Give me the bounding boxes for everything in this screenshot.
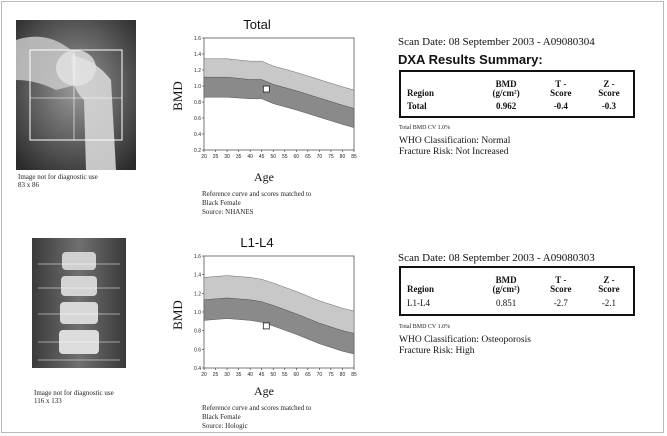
who-classification: WHO Classification: Osteoporosis [399, 335, 531, 345]
patient-marker [262, 322, 270, 330]
x-tick-label: 75 [328, 154, 334, 160]
table-row: L1-L4 0.851 -2.7 -2.1 [407, 298, 617, 308]
x-tick-label: 20 [201, 154, 207, 160]
header-t-score: T - Score [550, 79, 572, 98]
x-tick-label: 45 [259, 154, 265, 160]
reference-note: Reference curve and scores matched to Bl… [202, 190, 312, 216]
x-tick-label: 45 [259, 372, 265, 378]
chart-title: L1-L4 [240, 235, 274, 250]
x-tick-label: 80 [340, 154, 346, 160]
header-bmd: BMD (g/cm²) [492, 275, 520, 294]
header-z-score: Z - Score [598, 275, 620, 294]
x-tick-label: 70 [317, 372, 323, 378]
y-tick-label: 1.2 [194, 291, 201, 297]
results-summary-title: DXA Results Summary: [398, 52, 543, 67]
header-region: Region [407, 284, 434, 294]
image-caption: Image not for diagnostic use 116 x 133 [34, 389, 114, 405]
x-tick-label: 35 [236, 154, 242, 160]
y-tick-label: 0.4 [194, 132, 201, 138]
patient-marker [262, 85, 270, 93]
scan-date: Scan Date: 08 September 2003 - A09080303 [398, 252, 595, 264]
y-tick-label: 0.6 [194, 116, 201, 122]
chart-title: Total [243, 17, 271, 32]
header-t-score: T - Score [550, 275, 572, 294]
table-row: Total 0.962 -0.4 -0.3 [407, 101, 617, 111]
x-tick-label: 35 [236, 372, 242, 378]
x-tick-label: 55 [282, 372, 288, 378]
x-tick-label: 50 [270, 372, 276, 378]
y-tick-label: 1.6 [194, 36, 201, 42]
y-tick-label: 0.6 [194, 347, 201, 353]
reference-note: Reference curve and scores matched to Bl… [202, 404, 312, 430]
hip-scan-image [16, 20, 136, 170]
x-tick-label: 65 [305, 372, 311, 378]
y-axis-label: BMD [170, 300, 185, 330]
spine-scan-image [32, 238, 126, 368]
reference-band-lower [203, 76, 355, 128]
x-tick-label: 25 [213, 154, 219, 160]
x-tick-label: 80 [340, 372, 346, 378]
fracture-risk: Fracture Risk: Not Increased [399, 147, 509, 157]
y-tick-label: 0.4 [194, 366, 201, 372]
y-tick-label: 1.6 [194, 254, 201, 260]
x-tick-label: 55 [282, 154, 288, 160]
scan-date: Scan Date: 08 September 2003 - A09080304 [398, 36, 595, 48]
results-table: Region BMD (g/cm²) T - Score Z - Score L1-L… [399, 266, 635, 316]
y-tick-label: 1.4 [194, 273, 201, 279]
y-tick-label: 1.2 [194, 68, 201, 74]
x-tick-label: 85 [351, 372, 357, 378]
y-tick-label: 1.4 [194, 52, 201, 58]
results-table: Region BMD (g/cm²) T - Score Z - Score Tota… [399, 70, 635, 118]
bmd-chart-spine: 0.4 0.6 0.8 1.0 1.2 1.4 1.6 20 25 30 35 40 45 50 55 60 6… [194, 254, 357, 378]
cv-note: Total BMD CV 1.0% [399, 324, 451, 330]
x-tick-label: 70 [317, 154, 323, 160]
image-caption: Image not for diagnostic use 83 x 86 [18, 173, 98, 189]
cv-note: Total BMD CV 1.0% [399, 125, 451, 131]
header-region: Region [407, 88, 434, 98]
y-tick-label: 0.2 [194, 148, 201, 154]
x-tick-label: 60 [294, 372, 300, 378]
x-tick-label: 30 [224, 154, 230, 160]
y-tick-label: 0.8 [194, 100, 201, 106]
reference-band-lower [203, 297, 355, 355]
header-z-score: Z - Score [598, 79, 620, 98]
x-tick-label: 40 [247, 154, 253, 160]
y-tick-label: 0.8 [194, 329, 201, 335]
x-tick-label: 40 [247, 372, 253, 378]
x-tick-label: 50 [270, 154, 276, 160]
header-bmd: BMD (g/cm²) [492, 79, 520, 98]
y-tick-label: 1.0 [194, 310, 201, 316]
x-tick-label: 75 [328, 372, 334, 378]
x-axis-label: Age [254, 384, 274, 398]
y-axis-label: BMD [170, 81, 185, 111]
x-axis-label: Age [254, 170, 274, 184]
x-tick-label: 25 [213, 372, 219, 378]
fracture-risk: Fracture Risk: High [399, 346, 475, 356]
who-classification: WHO Classification: Normal [399, 136, 511, 146]
x-tick-label: 60 [294, 154, 300, 160]
y-tick-label: 1.0 [194, 84, 201, 90]
bmd-chart-total: 0.2 0.4 0.6 0.8 1.0 1.2 1.4 1.6 20 25 30 35 40 45 50 55… [194, 36, 357, 160]
x-tick-label: 65 [305, 154, 311, 160]
x-tick-label: 20 [201, 372, 207, 378]
x-tick-label: 30 [224, 372, 230, 378]
x-tick-label: 85 [351, 154, 357, 160]
